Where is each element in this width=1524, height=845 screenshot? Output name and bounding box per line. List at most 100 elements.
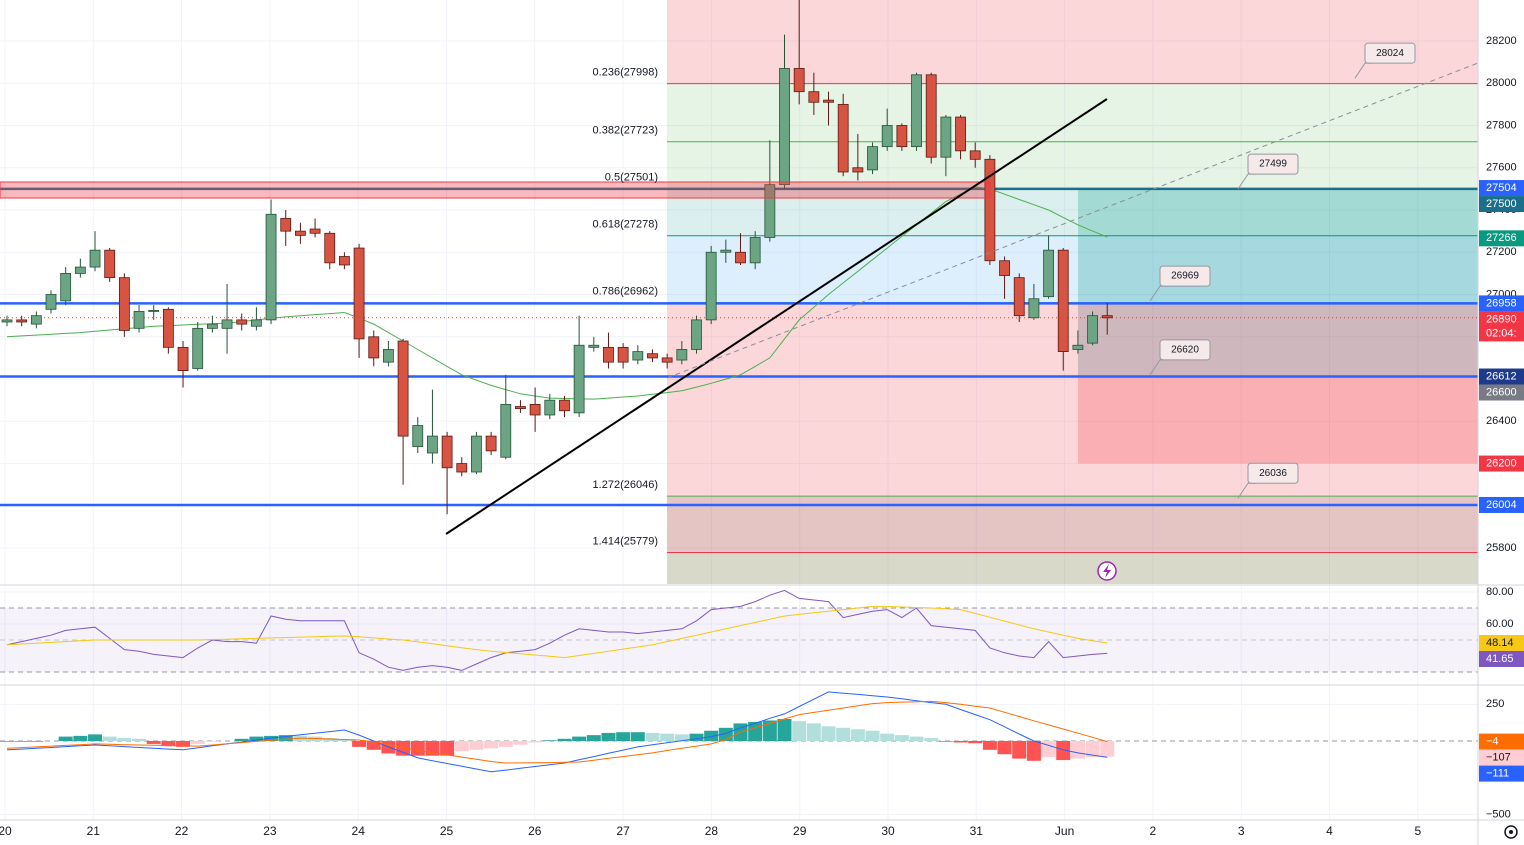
y-tick-label: 26400	[1486, 415, 1517, 427]
candle-body	[632, 351, 644, 361]
candle-body	[925, 74, 937, 158]
trend-line-dashed	[666, 62, 1479, 379]
histogram-bar	[1100, 741, 1115, 757]
candle-body	[749, 237, 761, 264]
candle-body	[617, 346, 629, 363]
axis-tag-label: 27500	[1486, 198, 1517, 210]
callout-box	[1247, 462, 1299, 484]
histogram-bar	[1041, 741, 1056, 758]
candle-body	[955, 116, 966, 152]
candle-body	[206, 323, 218, 329]
histogram-bar	[0, 741, 14, 742]
histogram-bar	[1085, 741, 1100, 758]
histogram-bar	[616, 732, 631, 742]
candle-body	[573, 344, 585, 414]
callout-box	[1159, 265, 1211, 287]
histogram-bar	[953, 741, 968, 743]
callout-label: 27499	[1259, 159, 1287, 170]
candle-body	[779, 68, 790, 186]
axis-tag	[1479, 733, 1524, 750]
histogram-bar	[880, 733, 895, 742]
indicator-line	[6, 605, 1108, 659]
candle-body	[881, 125, 893, 148]
candle-body	[309, 228, 321, 234]
candle-body	[294, 230, 306, 236]
candle-body	[383, 349, 394, 363]
candle-body	[148, 309, 160, 312]
histogram-bar	[88, 734, 103, 742]
candle-body	[603, 346, 614, 363]
histogram-bar	[1026, 741, 1041, 761]
histogram-bar	[278, 735, 293, 742]
position-zone	[1078, 303, 1478, 377]
candle-body	[339, 256, 350, 266]
histogram-bar	[410, 741, 425, 756]
histogram-bar	[689, 733, 704, 742]
candle-body	[1072, 344, 1084, 350]
countdown-label: 02:04:	[1486, 327, 1517, 339]
candle-body	[764, 184, 776, 238]
histogram-bar	[528, 741, 543, 743]
gear[interactable]	[1504, 825, 1518, 839]
axis-tag	[1479, 196, 1524, 213]
axis-tag-label: 26958	[1486, 297, 1517, 309]
histogram-bar	[117, 738, 132, 742]
candle-body	[353, 247, 365, 340]
resistance-band	[0, 181, 991, 199]
candle-body	[471, 435, 482, 473]
histogram-bar	[557, 738, 572, 742]
position-zone	[1078, 376, 1478, 464]
histogram-bar	[161, 741, 176, 747]
candle-body	[969, 150, 981, 160]
histogram-bar	[58, 736, 73, 742]
candle-body	[485, 435, 497, 452]
histogram-bar	[850, 729, 865, 742]
candle-body	[60, 273, 72, 302]
histogram-bar	[337, 739, 352, 742]
candle-body	[192, 327, 204, 369]
histogram-bar	[836, 727, 851, 742]
y-tick-label: 28000	[1486, 77, 1517, 89]
candle-body	[896, 125, 908, 148]
candle-body	[837, 103, 849, 173]
candle-body	[676, 349, 688, 361]
histogram-bar	[894, 735, 909, 742]
histogram-bar	[674, 734, 689, 742]
indicator-line	[6, 589, 1108, 671]
fib-zone	[667, 302, 1478, 497]
candle-body	[89, 249, 101, 268]
candle-body	[1, 319, 13, 323]
alert-icon[interactable]	[1097, 561, 1117, 581]
axis-tag	[1479, 230, 1524, 247]
candle-body	[940, 116, 952, 158]
candle-body	[1057, 249, 1069, 352]
histogram-bar	[806, 723, 821, 742]
histogram-bar	[322, 738, 337, 742]
position-zone	[1078, 188, 1478, 304]
axis-tag	[1479, 634, 1524, 651]
histogram-bar	[234, 738, 249, 742]
candle-body	[500, 404, 512, 458]
axis-tag-label: −107	[1486, 752, 1511, 764]
histogram-bar	[132, 738, 147, 742]
candle-body	[515, 406, 526, 410]
fib-label: 0.236(27998)	[593, 67, 658, 79]
candle-body	[588, 344, 600, 348]
candle-body	[1043, 249, 1054, 298]
candle-body	[104, 249, 116, 279]
histogram-bar	[29, 741, 44, 742]
candle-body	[559, 399, 570, 412]
histogram-bar	[484, 741, 499, 749]
candle-body	[236, 319, 248, 325]
histogram-bar	[821, 726, 836, 742]
settings-icon[interactable]	[1504, 825, 1518, 839]
x-tick-label: 2	[1150, 824, 1157, 838]
callout-box	[1364, 42, 1416, 64]
x-tick-label: 27	[616, 824, 630, 838]
axis-tag-label: 41.65	[1486, 653, 1514, 665]
x-tick-label: 30	[881, 824, 895, 838]
x-tick-label: 3	[1238, 824, 1245, 838]
histogram-bar	[586, 735, 601, 742]
